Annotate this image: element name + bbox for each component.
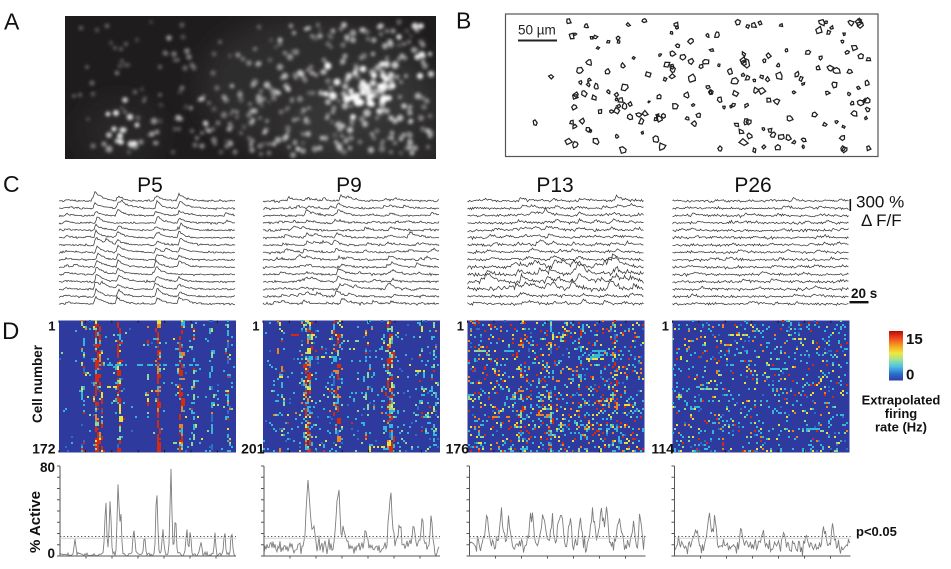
- svg-text:Cell number: Cell number: [30, 344, 45, 423]
- svg-text:P13: P13: [536, 174, 573, 197]
- svg-text:50 µm: 50 µm: [518, 23, 556, 38]
- svg-text:C: C: [3, 171, 20, 197]
- svg-text:A: A: [4, 9, 20, 35]
- svg-text:P26: P26: [734, 174, 771, 197]
- svg-text:300 %: 300 %: [856, 193, 904, 212]
- svg-text:20 s: 20 s: [851, 286, 877, 301]
- svg-text:80: 80: [40, 460, 55, 475]
- svg-text:P5: P5: [137, 174, 163, 197]
- svg-text:p<0.05: p<0.05: [856, 524, 897, 539]
- svg-text:176: 176: [446, 441, 470, 457]
- svg-text:1: 1: [457, 319, 464, 334]
- svg-text:0: 0: [47, 546, 55, 561]
- svg-text:1: 1: [48, 319, 55, 334]
- svg-text:% Active: % Active: [27, 491, 44, 553]
- svg-text:1: 1: [662, 319, 669, 334]
- svg-text:114: 114: [651, 441, 674, 457]
- svg-text:D: D: [2, 318, 19, 345]
- svg-text:Δ F/F: Δ F/F: [861, 211, 902, 230]
- svg-text:firing: firing: [885, 406, 918, 421]
- svg-text:P9: P9: [336, 174, 362, 197]
- svg-text:rate (Hz): rate (Hz): [875, 420, 927, 435]
- svg-text:0: 0: [906, 367, 914, 384]
- svg-text:1: 1: [252, 319, 259, 334]
- svg-text:172: 172: [32, 441, 56, 457]
- svg-text:201: 201: [241, 441, 265, 457]
- svg-text:15: 15: [906, 331, 923, 348]
- svg-text:B: B: [456, 8, 471, 34]
- svg-text:Extrapolated: Extrapolated: [862, 393, 941, 408]
